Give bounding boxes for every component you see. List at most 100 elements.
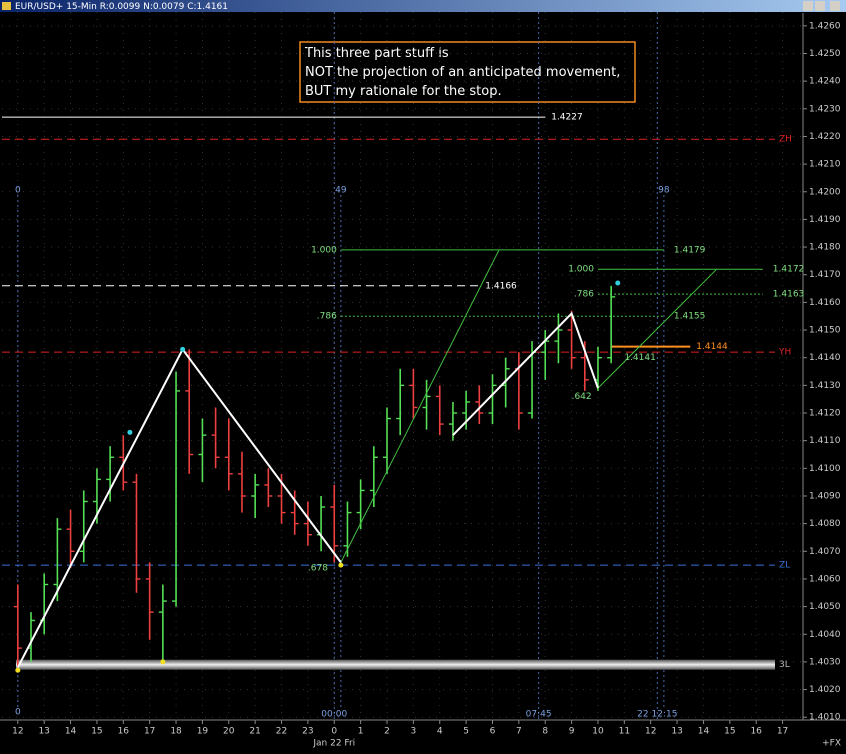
y-tick-label: 1.4190 [809,215,841,225]
x-tick-label: 5 [463,727,469,737]
x-tick-label: 11 [619,727,630,737]
x-tick-label: 21 [249,727,260,737]
pivot [180,346,186,352]
level-tag: YH [778,348,791,358]
y-tick-label: 1.4090 [809,491,841,501]
point-label: .678 [308,563,328,573]
y-tick-label: 1.4240 [809,77,841,87]
window-button[interactable] [830,1,840,11]
y-tick-label: 1.4080 [809,519,841,529]
x-tick-label: 16 [750,727,762,737]
stop-label: 1.4144 [696,342,728,352]
y-tick-label: 1.4180 [809,243,841,253]
fib-value: 1.4163 [773,290,805,300]
zigzag [452,311,599,436]
x-tick-label: 8 [542,727,548,737]
y-tick-label: 1.4210 [809,160,841,170]
x-tick-label: 13 [671,727,682,737]
x-tick-label: 12 [645,727,656,737]
x-tick-label: 15 [91,727,102,737]
x-tick-label: 3 [411,727,417,737]
pivot [127,429,133,435]
fib-ray [597,268,717,389]
level-label: 1.4227 [551,113,583,123]
window-button[interactable] [803,1,813,11]
fib-value: 1.4179 [674,245,706,255]
fib-ratio: 1.000 [311,245,337,255]
x-tick-label: 10 [592,727,604,737]
pivot [15,667,21,673]
level-tag: ZH [779,135,792,145]
level-tag: ZL [779,561,790,571]
bar-marker-label: 49 [335,186,347,196]
y-tick-label: 1.4110 [809,436,841,446]
x-tick-label: 15 [724,727,735,737]
y-tick-label: 1.4120 [809,409,841,419]
x-tick-label: 1 [358,727,364,737]
x-tick-label: 12 [12,727,23,737]
x-tick-label: 0 [331,727,337,737]
y-tick-label: 1.4050 [809,602,841,612]
bar-marker-label: 0 [15,708,21,718]
annotation: BUT my rationale for the stop. [305,84,502,99]
window-icon [2,2,11,10]
x-tick-label: 13 [38,727,49,737]
y-tick-label: 1.4100 [809,464,841,474]
date-label: Jan 22 Fri [312,739,355,749]
window-button[interactable] [815,1,825,11]
x-tick-label: 16 [118,727,130,737]
fib-ratio: .786 [317,312,337,322]
corner-label: +FX [822,739,841,749]
y-tick-label: 1.4220 [809,132,841,142]
x-tick-label: 20 [223,727,235,737]
time-mark-label: 00:00 [321,710,347,720]
fib-ray [340,249,500,563]
annotation-box [299,41,636,103]
pivot [615,280,621,286]
x-tick-label: 23 [302,727,313,737]
y-tick-label: 1.4260 [809,21,841,31]
fib-ratio: .786 [574,290,594,300]
x-tick-label: 18 [170,727,182,737]
time-mark-label: 22 12:15 [637,710,677,720]
x-tick-label: 6 [490,727,496,737]
pivot [160,659,166,665]
y-tick-label: 1.4030 [809,657,841,667]
fib-ratio: 1.000 [568,265,594,275]
title-bar [0,0,846,12]
pivot [338,562,344,568]
y-tick-label: 1.4160 [809,298,841,308]
fib-value: 1.4155 [674,312,706,322]
point-label: .642 [572,392,592,402]
y-tick-label: 1.4040 [809,630,841,640]
y-tick-label: 1.4070 [809,547,841,557]
point-label: 1.4141 [624,353,656,363]
bar-marker-label: 98 [658,186,670,196]
level-band [16,659,775,670]
y-tick-label: 1.4250 [809,49,841,59]
y-tick-label: 1.4200 [809,187,841,197]
y-tick-label: 1.4230 [809,104,841,114]
x-tick-label: 22 [276,727,287,737]
y-tick-label: 1.4060 [809,574,841,584]
y-tick-label: 1.4010 [809,713,841,723]
annotation: NOT the projection of an anticipated mov… [305,65,620,80]
time-mark-label: 07:45 [526,710,552,720]
x-tick-label: 14 [698,727,710,737]
y-tick-label: 1.4130 [809,381,841,391]
x-tick-label: 7 [516,727,522,737]
y-tick-label: 1.4150 [809,326,841,336]
fib-value: 1.4172 [773,265,805,275]
level-label: 1.4166 [485,281,517,291]
y-tick-label: 1.4170 [809,270,841,280]
annotation: This three part stuff is [304,46,449,61]
x-tick-label: 9 [569,727,575,737]
x-tick-label: 2 [384,727,390,737]
x-tick-label: 17 [777,727,788,737]
y-tick-label: 1.4020 [809,685,841,695]
x-tick-label: 17 [144,727,155,737]
y-tick-label: 1.4140 [809,353,841,363]
